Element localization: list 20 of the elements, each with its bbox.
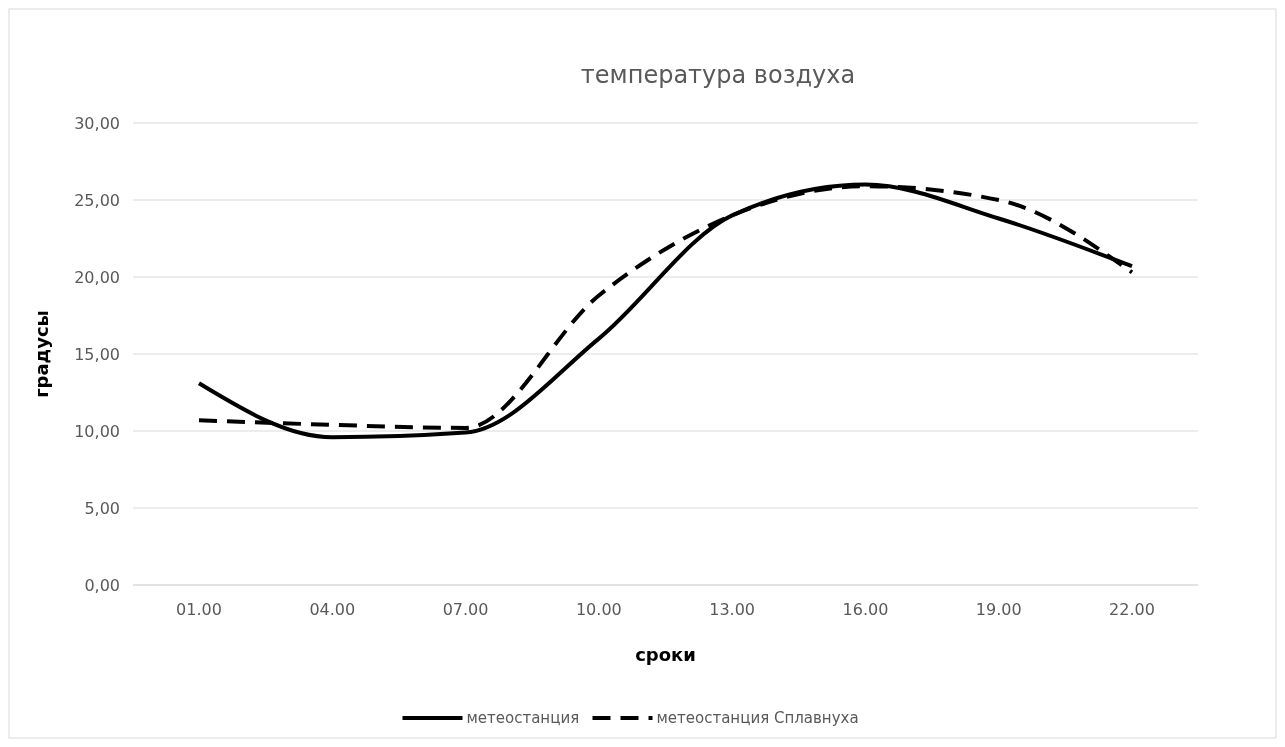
x-axis-title: сроки: [635, 644, 696, 665]
x-tick-label: 01.00: [176, 600, 222, 619]
legend-label: метеостанция Сплавнуха: [656, 709, 859, 728]
y-tick-label: 30,00: [74, 113, 120, 133]
x-tick-label: 13.00: [709, 600, 756, 619]
y-axis-title: градусы: [31, 310, 52, 398]
y-tick-label: 20,00: [74, 267, 120, 287]
y-tick-label: 15,00: [74, 344, 120, 364]
y-tick-label: 0,00: [84, 575, 120, 595]
y-tick-label: 10,00: [74, 421, 120, 441]
x-tick-label: 22.00: [1109, 600, 1155, 619]
x-tick-label: 19.00: [975, 600, 1022, 619]
x-tick-label: 10.00: [575, 600, 622, 619]
x-tick-label: 16.00: [842, 600, 889, 619]
y-tick-label: 5,00: [84, 498, 120, 518]
x-tick-label: 07.00: [442, 600, 489, 619]
legend-label: метеостанция: [466, 709, 580, 728]
x-tick-label: 04.00: [309, 600, 356, 619]
chart-title: температура воздуха: [580, 61, 856, 89]
y-tick-label: 25,00: [74, 190, 120, 210]
